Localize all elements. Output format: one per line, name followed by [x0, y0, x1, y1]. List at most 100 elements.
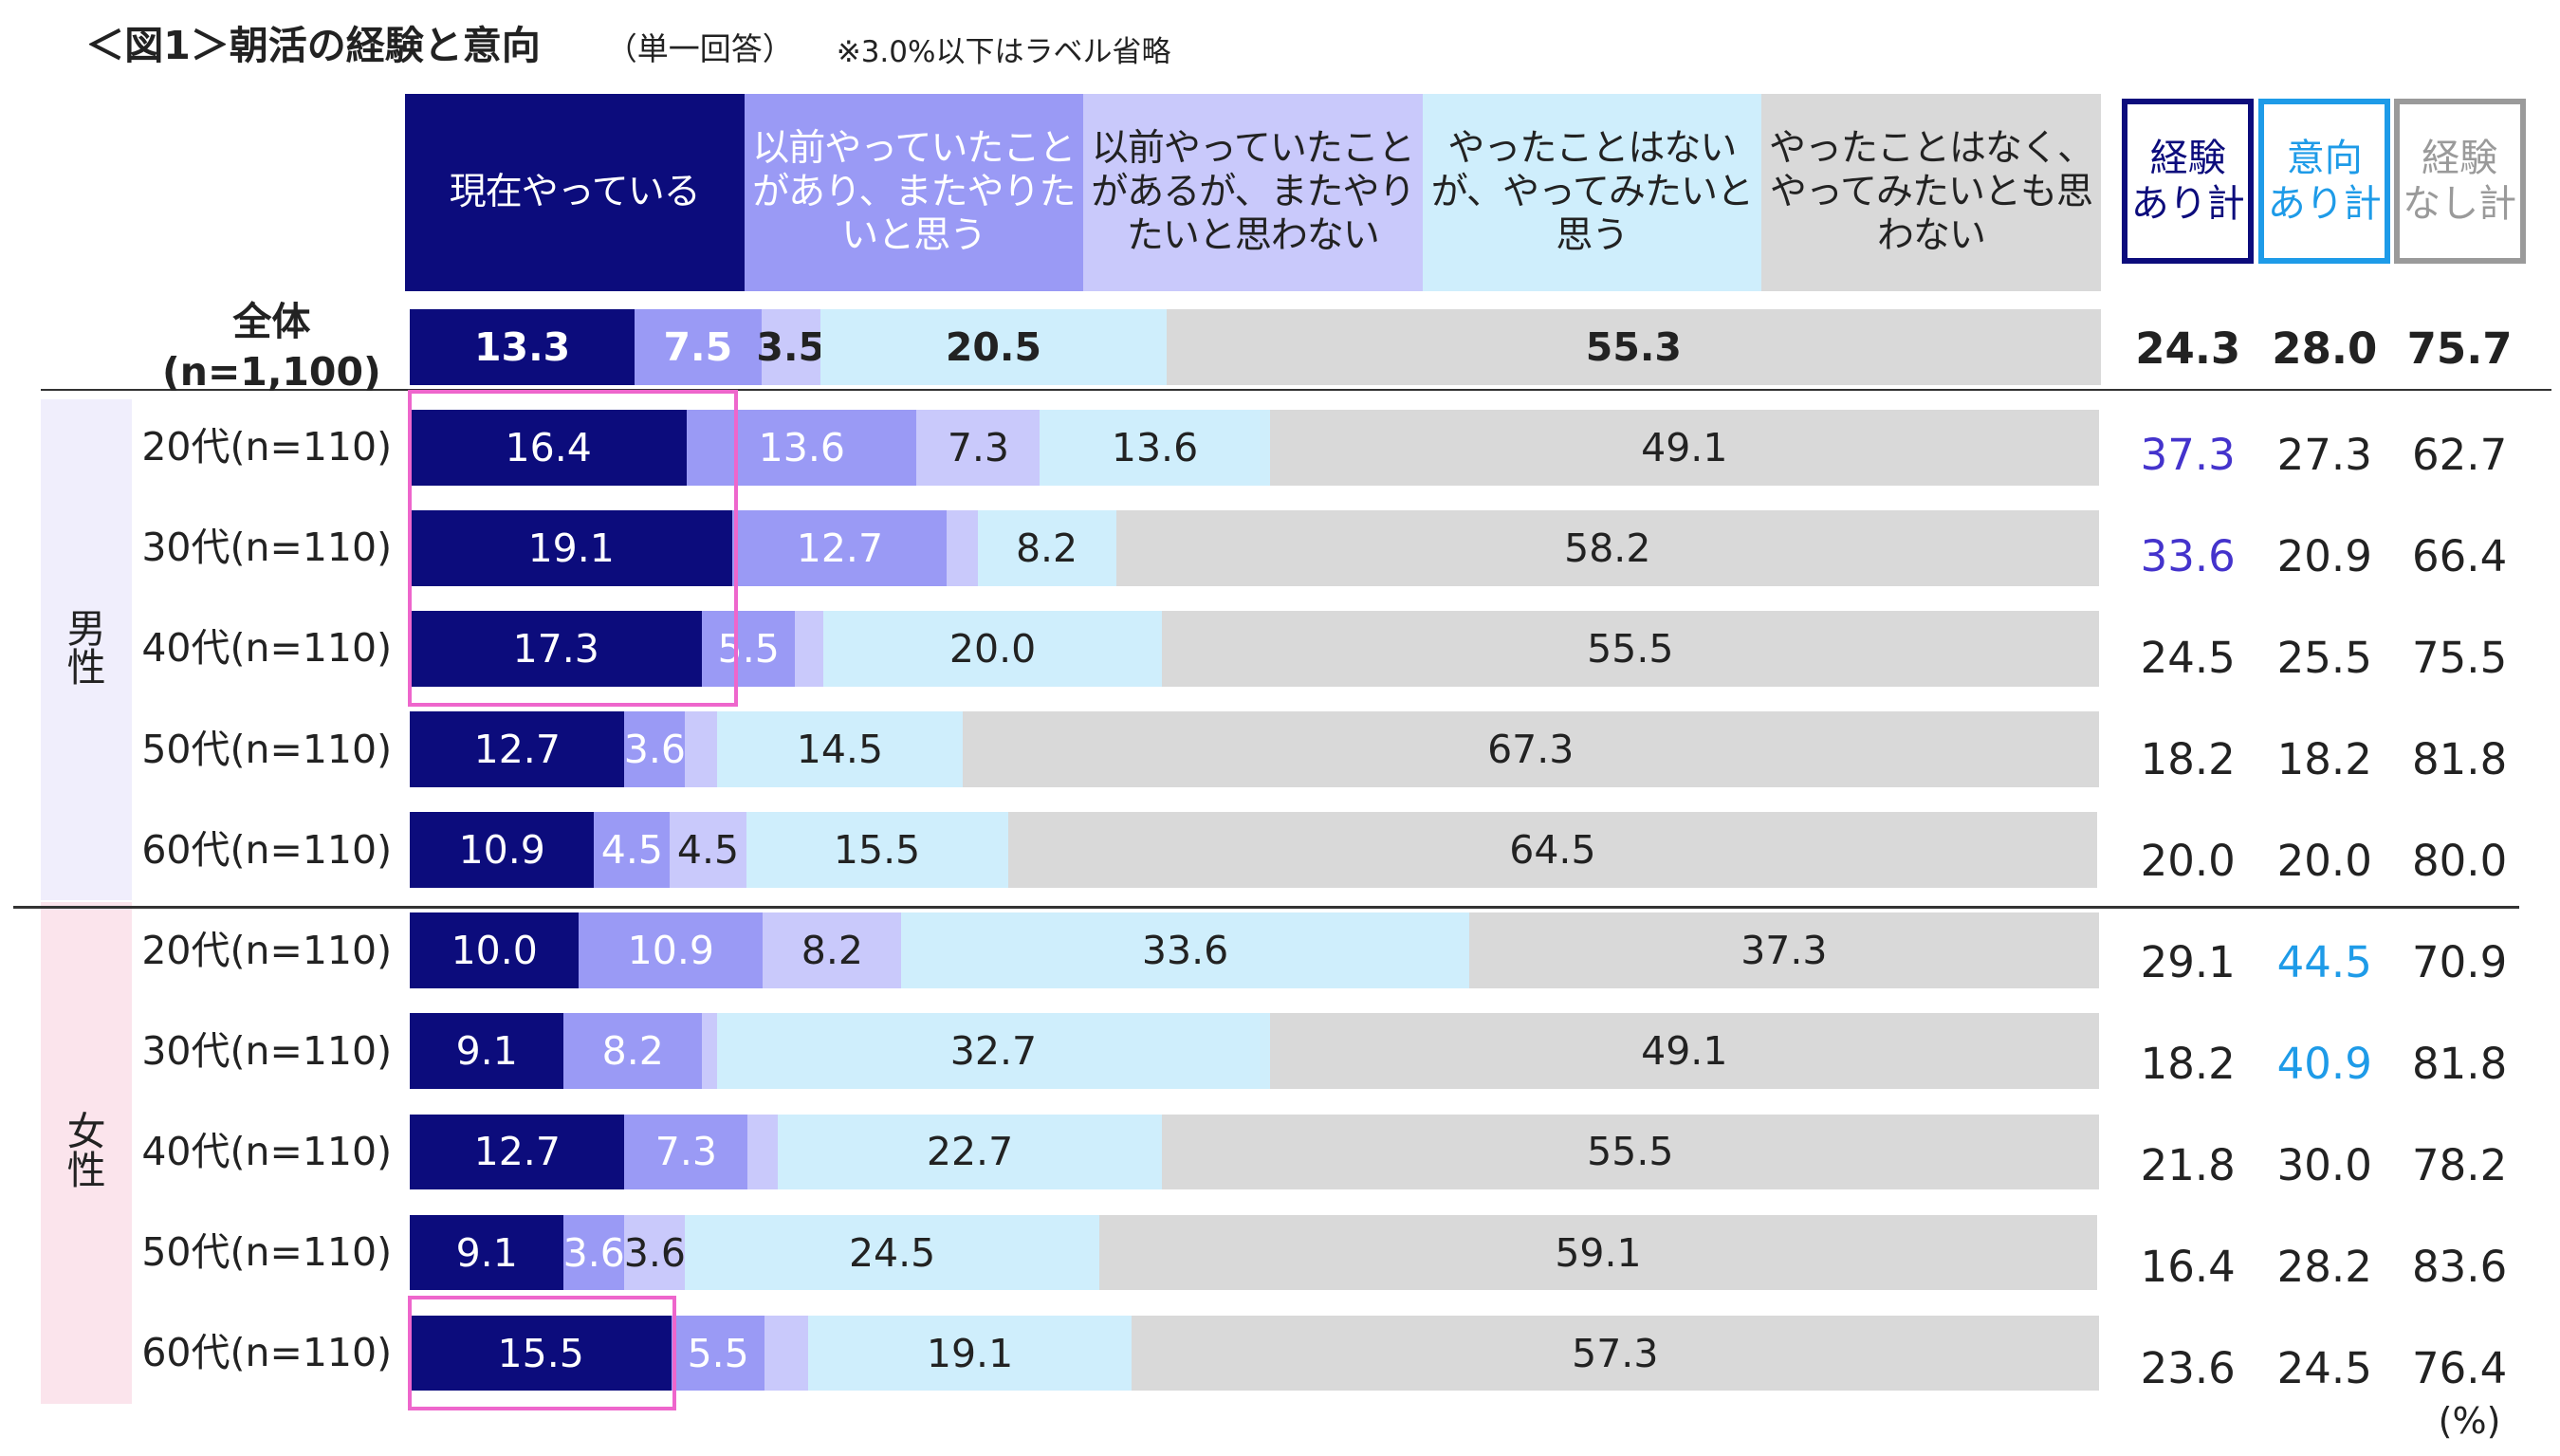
bar-segment	[778, 1114, 1162, 1190]
bar-segment	[687, 410, 917, 486]
group-band	[41, 902, 132, 1404]
legend-header: 以前やっていたことがあるが、またやりたいと思わない	[1083, 93, 1423, 292]
data-label: 8.2	[1015, 525, 1078, 572]
total-value: 23.6	[2140, 1343, 2236, 1394]
bar-segment	[962, 711, 2099, 788]
data-label: 4.5	[676, 827, 740, 874]
total-value: 24.5	[2276, 1343, 2372, 1394]
total-value: 75.7	[2406, 323, 2513, 375]
bar-segment	[1040, 410, 1270, 486]
category-label: 50代(n=110)	[141, 726, 393, 772]
data-label: 12.7	[796, 525, 884, 572]
data-label: 20.5	[945, 324, 1042, 371]
data-label: 22.7	[926, 1129, 1014, 1175]
group-label: 女 性	[66, 1109, 106, 1194]
bar-segment	[1269, 410, 2099, 486]
total-value: 25.5	[2276, 632, 2372, 683]
total-value: 75.5	[2412, 632, 2508, 683]
data-label: 49.1	[1641, 425, 1728, 471]
legend-header: やったことはなく、やってみたいとも思わない	[1761, 93, 2101, 292]
data-label: 13.6	[758, 425, 845, 471]
bar-segment	[672, 1315, 765, 1391]
legend-header: やったことはないが、やってみたいと思う	[1422, 93, 1762, 292]
data-label: 5.5	[687, 1330, 749, 1376]
data-label: 13.3	[474, 324, 571, 371]
total-header: 経験 あり計	[2122, 99, 2255, 264]
total-value: 20.0	[2276, 835, 2372, 886]
total-value: 18.2	[2276, 733, 2372, 784]
bar-segment	[820, 309, 1167, 386]
bar-segment	[410, 309, 635, 386]
total-value: 66.4	[2412, 530, 2508, 581]
bar-segment	[947, 510, 978, 587]
bar-segment	[823, 611, 1162, 688]
highlight-box	[408, 390, 738, 707]
bar-segment	[717, 1013, 1270, 1090]
total-value: 83.6	[2412, 1242, 2508, 1293]
bar-segment	[563, 1013, 703, 1090]
bar-segment	[717, 711, 963, 788]
category-label: 40代(n=110)	[141, 625, 393, 672]
legend-header: 以前やっていたことがあり、またやりたいと思う	[744, 93, 1084, 292]
total-value: 18.2	[2140, 733, 2236, 784]
total-value: 24.3	[2135, 323, 2241, 375]
category-label: 20代(n=110)	[141, 424, 393, 470]
data-label: 7.3	[654, 1129, 717, 1175]
bar-segment	[761, 309, 820, 386]
total-value: 76.4	[2412, 1343, 2508, 1394]
separator	[41, 388, 2552, 392]
data-label: 12.7	[473, 727, 561, 773]
legend-header: 現在やっている	[404, 93, 745, 292]
total-header: 経験 なし計	[2393, 99, 2526, 264]
group-band	[41, 398, 132, 901]
total-value: 78.2	[2412, 1140, 2508, 1191]
data-label: 15.5	[833, 827, 921, 874]
note: ※3.0%以下はラベル省略	[836, 34, 1171, 69]
separator	[12, 906, 2519, 910]
bar-segment	[410, 912, 580, 989]
total-value: 20.9	[2276, 530, 2372, 581]
bar-segment	[901, 912, 1469, 989]
data-label: 16.4	[505, 425, 592, 471]
data-label: 12.7	[473, 1129, 561, 1175]
data-label: 67.3	[1487, 727, 1575, 773]
category-label: 50代(n=110)	[141, 1228, 393, 1275]
bar-segment	[563, 1214, 625, 1291]
total-value: 28.2	[2276, 1242, 2372, 1293]
data-label: 49.1	[1641, 1028, 1728, 1075]
bar-segment	[635, 309, 762, 386]
data-label: 8.2	[601, 1028, 664, 1075]
bar-segment	[1098, 1214, 2098, 1291]
data-label: 13.6	[1111, 425, 1199, 471]
bar-segment	[1161, 1114, 2099, 1190]
category-label: 全体 (n=1,100)	[162, 298, 381, 396]
data-label: 14.5	[796, 727, 884, 773]
data-label: 5.5	[717, 626, 780, 673]
data-label: 7.5	[663, 324, 733, 371]
bar-segment	[764, 1315, 809, 1391]
bar-segment	[410, 1013, 564, 1090]
bar-segment	[410, 1315, 672, 1391]
data-label: 20.0	[948, 626, 1037, 673]
bar-segment	[410, 611, 703, 688]
bar-segment	[410, 510, 733, 587]
total-value: 29.1	[2140, 936, 2236, 987]
category-label: 30代(n=110)	[141, 1027, 393, 1074]
data-label: 8.2	[801, 928, 863, 974]
bar-segment	[410, 711, 625, 788]
data-label: 3.5	[756, 324, 826, 371]
data-label: 57.3	[1572, 1330, 1659, 1376]
data-label: 55.3	[1585, 324, 1682, 371]
group-label: 男 性	[66, 606, 106, 691]
data-label: 9.1	[455, 1229, 518, 1276]
total-value: 80.0	[2412, 835, 2508, 886]
bar-segment	[702, 1013, 718, 1090]
data-label: 10.0	[451, 928, 538, 974]
total-value: 33.6	[2140, 530, 2236, 581]
bar-segment	[410, 812, 595, 889]
total-value: 81.8	[2412, 733, 2508, 784]
category-label: 30代(n=110)	[141, 525, 393, 571]
bar-segment	[594, 812, 671, 889]
total-value: 18.2	[2140, 1039, 2236, 1090]
data-label: 3.6	[562, 1229, 625, 1276]
